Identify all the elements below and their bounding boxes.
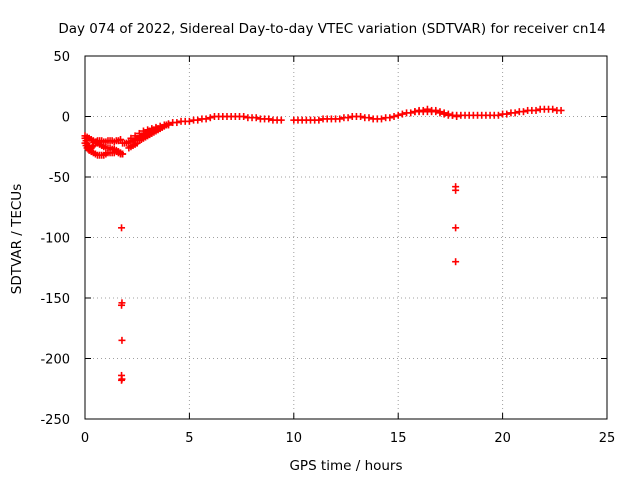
data-point (390, 113, 398, 120)
data-point (494, 111, 502, 119)
y-axis-title: SDTVAR / TECUs (9, 184, 25, 294)
x-axis-title: GPS time / hours (289, 458, 402, 474)
data-point (452, 258, 460, 266)
x-tick-label: 0 (81, 431, 89, 446)
data-point (202, 115, 210, 123)
y-tick-label: -250 (40, 413, 70, 428)
data-point (277, 116, 285, 124)
data-points (81, 105, 565, 384)
data-point (185, 117, 193, 125)
data-point (116, 135, 124, 143)
data-point (398, 110, 406, 118)
data-point (419, 106, 427, 114)
data-point (252, 114, 260, 122)
x-tick-label: 10 (286, 431, 303, 446)
y-tick-label: 50 (53, 50, 70, 65)
data-point (265, 115, 273, 123)
data-point (173, 119, 181, 127)
x-tick-label: 15 (390, 431, 407, 446)
data-point (118, 376, 126, 384)
data-point (127, 134, 135, 142)
data-point (144, 126, 152, 134)
data-point (148, 125, 156, 133)
data-point (336, 115, 344, 123)
data-point (206, 114, 214, 122)
x-tick-label: 25 (599, 431, 616, 446)
chart-title: Day 074 of 2022, Sidereal Day-to-day VTE… (58, 21, 605, 37)
data-point (194, 116, 202, 124)
data-point (394, 111, 402, 119)
data-point (557, 106, 565, 114)
data-point (365, 114, 373, 122)
y-tick-label: -50 (49, 171, 70, 186)
data-point (519, 108, 527, 116)
data-point (118, 301, 126, 309)
data-point (448, 111, 456, 119)
data-point (344, 114, 352, 122)
data-point (165, 120, 173, 128)
data-point (432, 106, 440, 114)
data-point (315, 116, 323, 124)
data-point (131, 132, 139, 140)
data-point (118, 336, 126, 344)
data-point (386, 114, 394, 122)
data-point (152, 123, 160, 131)
data-point (407, 109, 415, 117)
data-point (135, 129, 143, 137)
data-point (160, 121, 168, 129)
y-tick-label: -150 (40, 292, 70, 307)
data-point (452, 224, 460, 232)
data-point (423, 105, 431, 113)
data-point (436, 108, 444, 116)
data-point (118, 224, 126, 232)
axis-ticks: 0 5 10 15 20 25 -250 -200 -150 -100 -50 0 50 (40, 50, 615, 446)
data-point (88, 143, 96, 151)
x-tick-label: 20 (494, 431, 511, 446)
data-point (444, 110, 452, 118)
data-point (240, 113, 248, 120)
data-point (377, 115, 385, 123)
data-point (453, 113, 461, 120)
y-tick-label: -200 (40, 353, 70, 368)
y-tick-label: 0 (62, 111, 70, 126)
y-tick-label: -100 (40, 232, 70, 247)
data-point (139, 127, 147, 135)
data-point (357, 113, 365, 120)
data-point (156, 122, 164, 130)
data-point (119, 150, 127, 158)
data-point (549, 105, 557, 113)
data-point (503, 110, 511, 118)
data-point (440, 109, 448, 117)
data-point (452, 186, 460, 194)
data-point (532, 106, 540, 114)
x-tick-label: 5 (185, 431, 193, 446)
data-point (511, 109, 519, 117)
data-point (411, 108, 419, 116)
